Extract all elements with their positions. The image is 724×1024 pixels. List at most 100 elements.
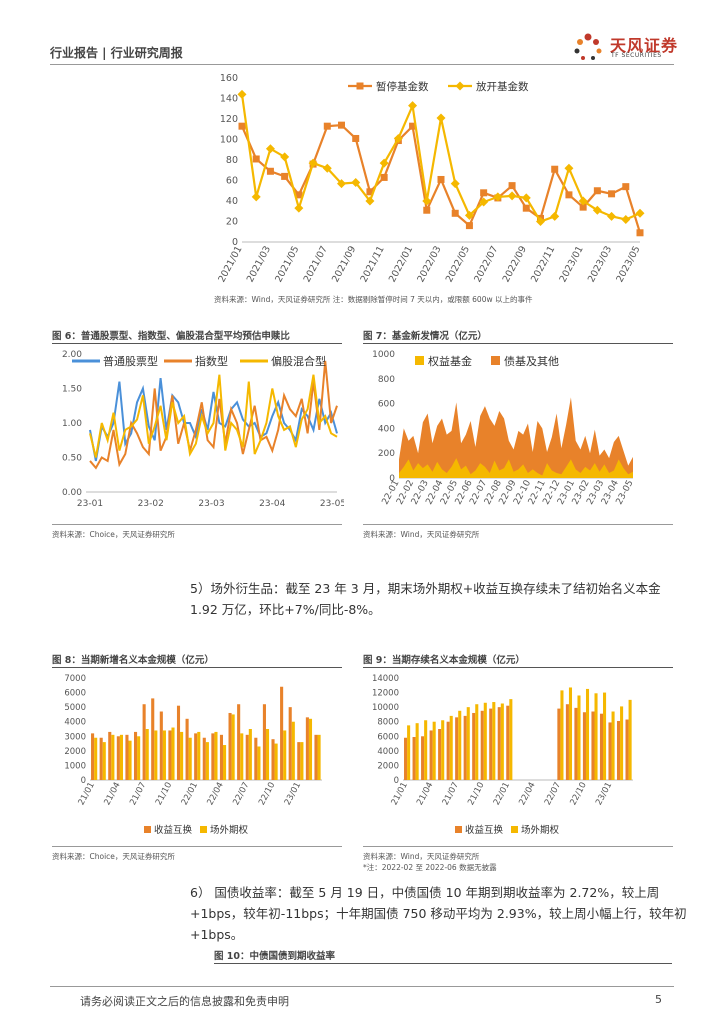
fig8-bar [214,731,218,780]
fig5-data-point [422,196,432,206]
fig8-bar [280,686,284,780]
fig5-data-point [436,113,446,123]
fig6-ytick-label: 1.00 [62,419,82,429]
fig8-bar [237,704,241,780]
fig9-bar [463,715,467,780]
fig8-bar [154,730,158,780]
fig9-source: 资料来源：Wind，天风证券研究所 [363,852,480,861]
fig5-ytick-label: 40 [226,196,238,207]
fig5-xtick-label: 2021/11 [359,244,387,284]
fig8-bar [228,712,232,780]
fig9-bar [441,720,445,780]
fig9-title-rule [363,667,673,668]
fig5-data-point [308,158,318,168]
fig9-bar [594,693,598,780]
fig8-bar [211,733,215,780]
fig5-data-point [252,155,260,163]
fig5-xtick-label: 2023/03 [586,244,614,284]
fig9-bar [432,721,436,780]
fig8-bar [94,737,98,780]
fig5-data-point [237,89,247,99]
fig8-xtick-label: 23/01 [283,781,303,807]
fig6-source: 资料来源：Choice，天风证券研究所 [52,530,175,539]
fig7-ytick-label: 1000 [372,350,395,360]
company-logo [566,26,686,66]
fig8-bottom-rule [52,846,342,847]
fig5-legend-label: 暂停基金数 [376,80,429,93]
fig8-bar [205,742,209,780]
fig7-bottom-rule [363,524,673,525]
fig8-bar [245,734,249,780]
fig8-bar [145,729,149,780]
fig7-legend-swatch [415,356,424,365]
fig5-xtick-label: 2021/09 [330,244,358,284]
fig9-bar [480,710,484,780]
fig9-bar [509,699,513,780]
fig5-data-point [479,197,489,207]
fig7-ytick-label: 200 [378,449,395,459]
fig8-bar [159,711,163,780]
fig5-data-point [451,209,459,217]
fig8-bar [111,734,115,780]
fig7-legend-label: 权益基金 [428,354,472,368]
fig7-legend-label: 债基及其他 [504,354,559,368]
fig5-data-point [508,182,516,190]
fig7-ytick-label: 600 [378,400,395,410]
fig5-xtick-label: 2022/11 [529,244,557,284]
fig6-ytick-label: 0.00 [62,488,82,498]
fig9-xtick-label: 22/01 [492,781,512,807]
fig8-legend-label: 收益互换 [154,824,193,836]
fig5-xtick-label: 2022/03 [415,244,443,284]
fig9-bar [497,707,501,780]
fig6-xtick-label: 23-01 [77,499,103,509]
fig6-title-rule [52,343,342,344]
fig5-data-point [295,191,303,199]
fig9-bar [472,712,476,780]
fig8-bar [265,729,270,780]
fig6-ytick-label: 2.00 [62,350,82,360]
fig8-bar [262,704,266,780]
footer-disclaimer: 请务必阅读正文之后的信息披露和免责申明 [80,995,289,1008]
fig5-data-point [480,189,488,197]
fig5-data-point [238,122,246,130]
fig6-xtick-label: 23-03 [198,499,224,509]
fig5-legend-label: 放开基金数 [476,80,529,93]
fig8-legend-label: 场外期权 [210,824,249,836]
fig8-ytick-label: 4000 [64,718,86,728]
fig8-bar [151,698,155,780]
fig9-bar [429,730,433,780]
fig9-bar [438,729,442,780]
fig5-data-point [635,208,645,218]
fig8-bar [257,746,261,780]
fig9-bar [475,704,479,780]
fig9-bar [577,695,581,780]
fig5-data-point [365,196,375,206]
fig9-ytick-label: 10000 [372,703,399,713]
fig9-ytick-label: 2000 [377,761,399,771]
fig6-xtick-label: 23-02 [138,499,164,509]
fig5-data-point [578,196,588,206]
fig6-ytick-label: 1.50 [62,385,82,395]
fig8-bar [202,737,206,780]
fig8-title-rule [52,667,342,668]
fig5-data-point [608,190,616,198]
fig9-xtick-label: 21/04 [415,781,435,807]
fig8-bar [194,733,198,780]
fig8-xtick-label: 22/04 [206,781,226,807]
fig5-ytick-label: 100 [220,135,238,146]
fig9-bar [620,706,624,780]
fig7-chart: 0200400600800100022-0122-0222-0322-0422-… [372,350,636,507]
fig9-bottom-rule [363,846,673,847]
fig9-bar [591,711,595,780]
fig6-series-line [89,378,338,462]
logo-text-en: TF SECURITIES [611,52,662,59]
fig9-ytick-label: 4000 [377,747,399,757]
fig5-legend-marker [455,81,465,91]
fig9-ytick-label: 0 [394,776,399,786]
fig8-bar [197,731,201,780]
fig5-xtick-label: 2022/07 [472,244,500,284]
fig8-legend-swatch [200,826,207,833]
fig5-xtick-label: 2022/09 [501,244,529,284]
fig9-xtick-label: 21/07 [441,781,461,807]
